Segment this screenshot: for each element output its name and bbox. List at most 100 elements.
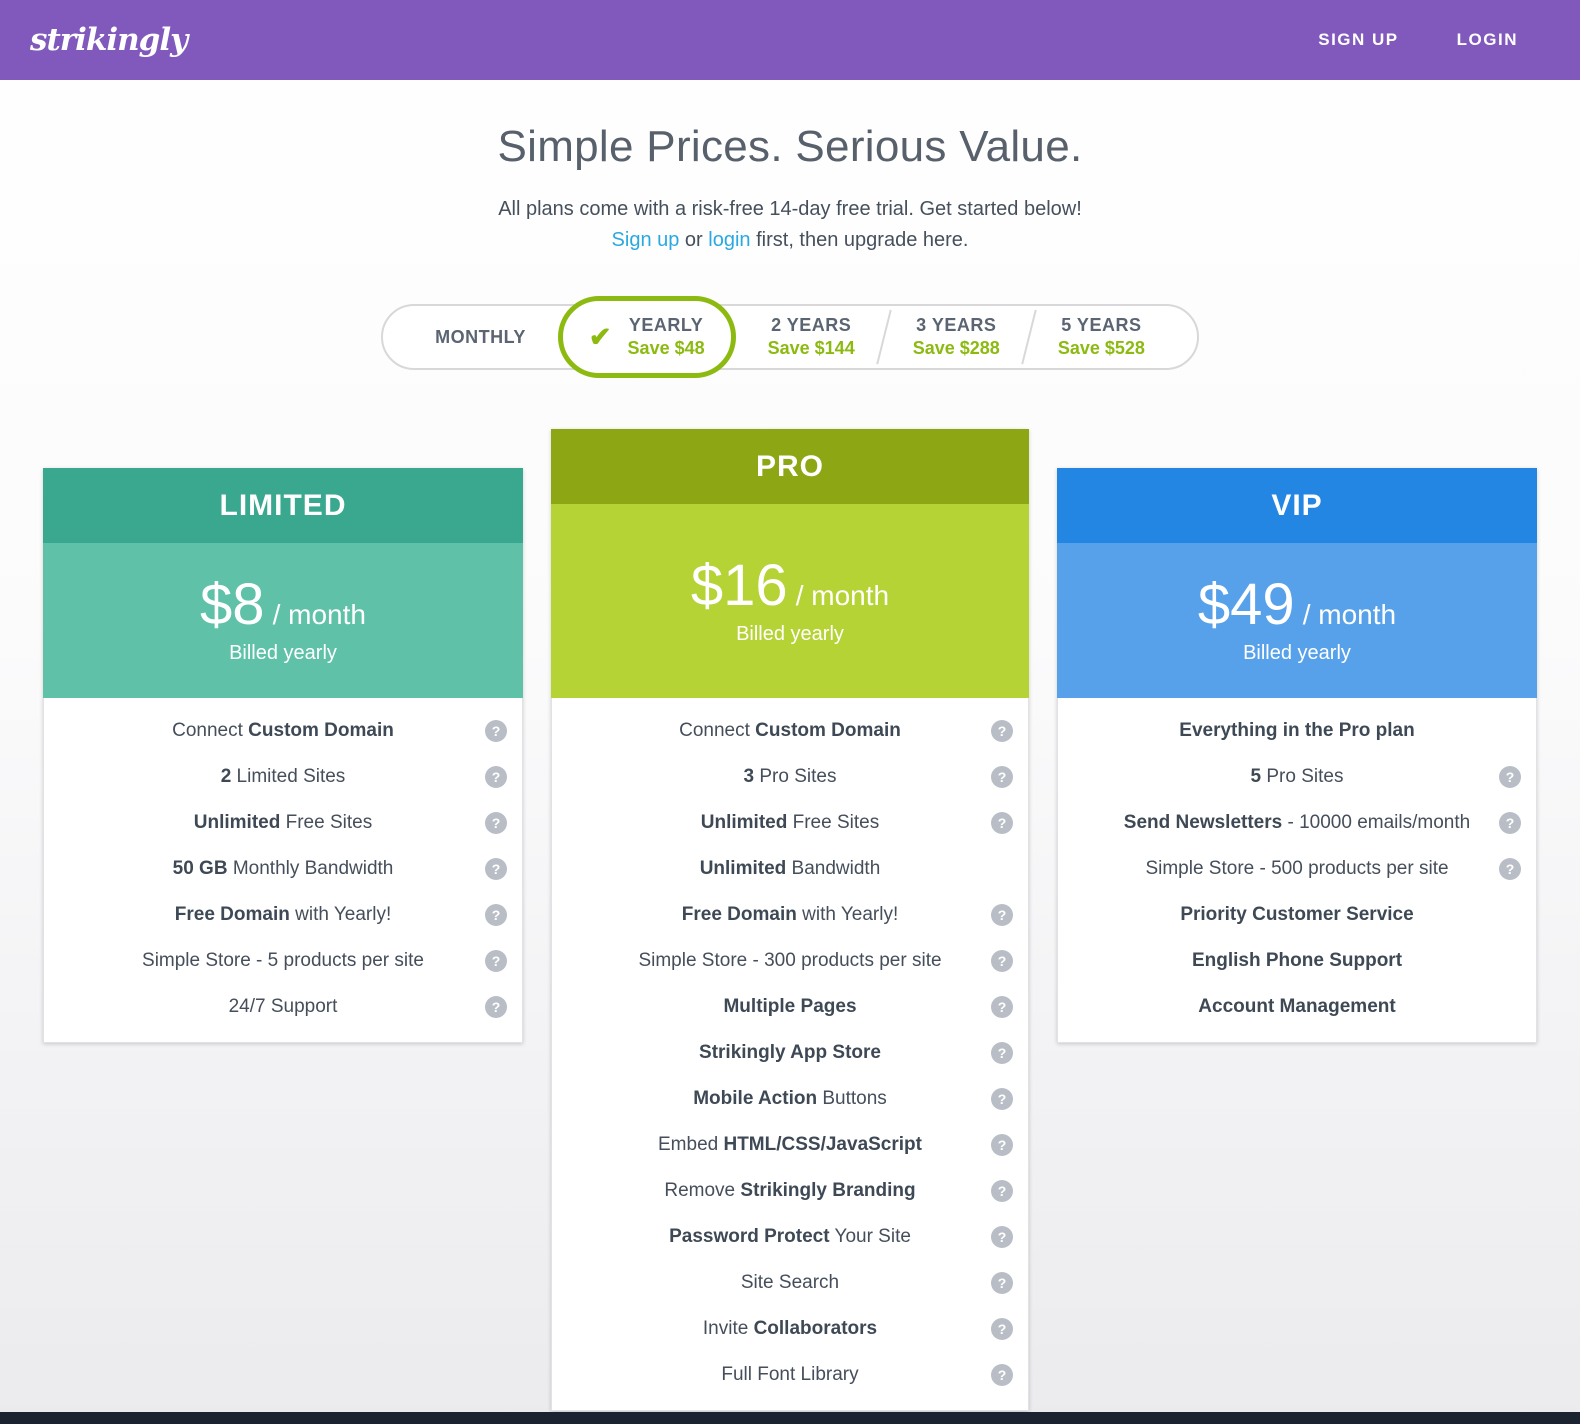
price-amount: $16 bbox=[690, 552, 788, 618]
signup-link[interactable]: SIGN UP bbox=[1318, 30, 1399, 49]
feature-row: 50 GB Monthly Bandwidth? bbox=[44, 846, 522, 892]
billing-option-3-years[interactable]: 3 YEARS Save $288 bbox=[889, 306, 1024, 368]
feature-row: 3 Pro Sites? bbox=[552, 754, 1028, 800]
help-icon[interactable]: ? bbox=[485, 858, 507, 880]
help-icon[interactable]: ? bbox=[991, 1042, 1013, 1064]
billing-option-text: 2 YEARS Save $144 bbox=[768, 315, 855, 359]
feature-row: Priority Customer Service bbox=[1058, 892, 1536, 938]
help-icon[interactable]: ? bbox=[991, 1088, 1013, 1110]
billing-option-yearly[interactable]: ✔ YEARLY Save $48 bbox=[557, 296, 736, 378]
feature-row: Invite Collaborators? bbox=[552, 1306, 1028, 1352]
billing-option-save: Save $528 bbox=[1057, 338, 1145, 358]
help-icon[interactable]: ? bbox=[991, 1180, 1013, 1202]
feature-row: 2 Limited Sites? bbox=[44, 754, 522, 800]
help-icon[interactable]: ? bbox=[485, 720, 507, 742]
plan-name: PRO bbox=[551, 429, 1029, 504]
help-icon[interactable]: ? bbox=[485, 904, 507, 926]
hero-subtitle: All plans come with a risk-free 14-day f… bbox=[498, 198, 1082, 220]
plan-price: $16 / month Billed yearly bbox=[551, 504, 1029, 698]
help-icon[interactable]: ? bbox=[1499, 812, 1521, 834]
feature-text: Remove Strikingly Branding bbox=[664, 1180, 916, 1201]
feature-list: Everything in the Pro plan 5 Pro Sites? Se… bbox=[1057, 698, 1537, 1043]
feature-row: Full Font Library? bbox=[552, 1352, 1028, 1398]
feature-text: Strikingly App Store bbox=[699, 1042, 881, 1063]
feature-row: Free Domain with Yearly!? bbox=[44, 892, 522, 938]
price-period: / month bbox=[272, 599, 366, 630]
feature-row: Connect Custom Domain? bbox=[552, 708, 1028, 754]
feature-text: 2 Limited Sites bbox=[220, 766, 346, 787]
feature-row: Password Protect Your Site? bbox=[552, 1214, 1028, 1260]
help-icon[interactable]: ? bbox=[991, 996, 1013, 1018]
help-icon[interactable]: ? bbox=[991, 950, 1013, 972]
help-icon[interactable]: ? bbox=[991, 720, 1013, 742]
plan-card-vip: VIP $49 / month Billed yearly Everything in… bbox=[1057, 468, 1537, 1043]
billing-option-save: Save $48 bbox=[627, 338, 705, 358]
billing-option-monthly[interactable]: MONTHLY bbox=[411, 306, 550, 368]
line2-text: or bbox=[679, 229, 709, 251]
billing-option-label: MONTHLY bbox=[435, 326, 526, 347]
billing-option-save: Save $288 bbox=[912, 338, 1000, 358]
price-period: / month bbox=[795, 579, 890, 611]
help-icon[interactable]: ? bbox=[991, 1318, 1013, 1340]
bottom-bar bbox=[0, 1412, 1580, 1424]
feature-text: Mobile Action Buttons bbox=[693, 1088, 887, 1109]
signup-inline-link[interactable]: Sign up bbox=[611, 229, 680, 251]
feature-text: Connect Custom Domain bbox=[172, 720, 394, 741]
plan-name: VIP bbox=[1057, 468, 1537, 543]
feature-row: Remove Strikingly Branding? bbox=[552, 1168, 1028, 1214]
billing-toggle-wrap: MONTHLY ✔ YEARLY Save $48 2 YEARS Save $144 3 … bbox=[0, 296, 1580, 378]
feature-row: Free Domain with Yearly!? bbox=[552, 892, 1028, 938]
billing-option-label: 5 YEARS bbox=[1061, 315, 1142, 335]
billing-option-text: MONTHLY bbox=[435, 327, 526, 348]
help-icon[interactable]: ? bbox=[991, 812, 1013, 834]
feature-text: Simple Store - 5 products per site bbox=[142, 950, 424, 971]
feature-text: Site Search bbox=[740, 1272, 840, 1293]
feature-row: Simple Store - 500 products per site? bbox=[1058, 846, 1536, 892]
feature-text: Unlimited Free Sites bbox=[700, 812, 880, 833]
billing-option-text: 5 YEARS Save $528 bbox=[1058, 315, 1145, 359]
top-nav: strikingly SIGN UP LOGIN bbox=[0, 0, 1580, 80]
billing-option-text: 3 YEARS Save $288 bbox=[913, 315, 1000, 359]
feature-text: Invite Collaborators bbox=[702, 1318, 878, 1339]
help-icon[interactable]: ? bbox=[991, 1226, 1013, 1248]
feature-row: 24/7 Support? bbox=[44, 984, 522, 1030]
logo[interactable]: strikingly bbox=[30, 22, 188, 58]
feature-text: English Phone Support bbox=[1191, 950, 1403, 971]
feature-text: 3 Pro Sites bbox=[743, 766, 837, 787]
billing-option-2-years[interactable]: 2 YEARS Save $144 bbox=[744, 306, 879, 368]
help-icon[interactable]: ? bbox=[991, 904, 1013, 926]
help-icon[interactable]: ? bbox=[991, 1134, 1013, 1156]
feature-row: English Phone Support bbox=[1058, 938, 1536, 984]
login-inline-link[interactable]: login bbox=[708, 229, 751, 251]
billing-option-save: Save $144 bbox=[767, 338, 855, 358]
feature-text: Connect Custom Domain bbox=[679, 720, 901, 741]
feature-text: Free Domain with Yearly! bbox=[681, 904, 899, 925]
plan-price: $49 / month Billed yearly bbox=[1057, 543, 1537, 698]
top-nav-links: SIGN UP LOGIN bbox=[1260, 30, 1518, 50]
help-icon[interactable]: ? bbox=[1499, 766, 1521, 788]
help-icon[interactable]: ? bbox=[991, 1364, 1013, 1386]
page-title: Simple Prices. Serious Value. bbox=[497, 122, 1083, 171]
feature-row: 5 Pro Sites? bbox=[1058, 754, 1536, 800]
help-icon[interactable]: ? bbox=[991, 1272, 1013, 1294]
plan-price: $8 / month Billed yearly bbox=[43, 543, 523, 698]
feature-text: Simple Store - 300 products per site bbox=[638, 950, 942, 971]
feature-row: Everything in the Pro plan bbox=[1058, 708, 1536, 754]
feature-text: Send Newsletters - 10000 emails/month bbox=[1123, 812, 1471, 833]
pricing-page: Simple Prices. Serious Value. All plans … bbox=[0, 122, 1580, 1411]
price-amount: $8 bbox=[200, 572, 265, 637]
price-line: $8 / month bbox=[200, 576, 366, 634]
help-icon[interactable]: ? bbox=[485, 766, 507, 788]
help-icon[interactable]: ? bbox=[485, 812, 507, 834]
login-link[interactable]: LOGIN bbox=[1456, 30, 1518, 49]
help-icon[interactable]: ? bbox=[991, 766, 1013, 788]
billing-option-5-years[interactable]: 5 YEARS Save $528 bbox=[1034, 306, 1169, 368]
billing-note: Billed yearly bbox=[229, 642, 337, 664]
help-icon[interactable]: ? bbox=[485, 996, 507, 1018]
help-icon[interactable]: ? bbox=[1499, 858, 1521, 880]
feature-row: Simple Store - 300 products per site? bbox=[552, 938, 1028, 984]
feature-text: 50 GB Monthly Bandwidth bbox=[172, 858, 394, 879]
feature-row: Site Search? bbox=[552, 1260, 1028, 1306]
feature-row: Unlimited Free Sites? bbox=[552, 800, 1028, 846]
help-icon[interactable]: ? bbox=[485, 950, 507, 972]
